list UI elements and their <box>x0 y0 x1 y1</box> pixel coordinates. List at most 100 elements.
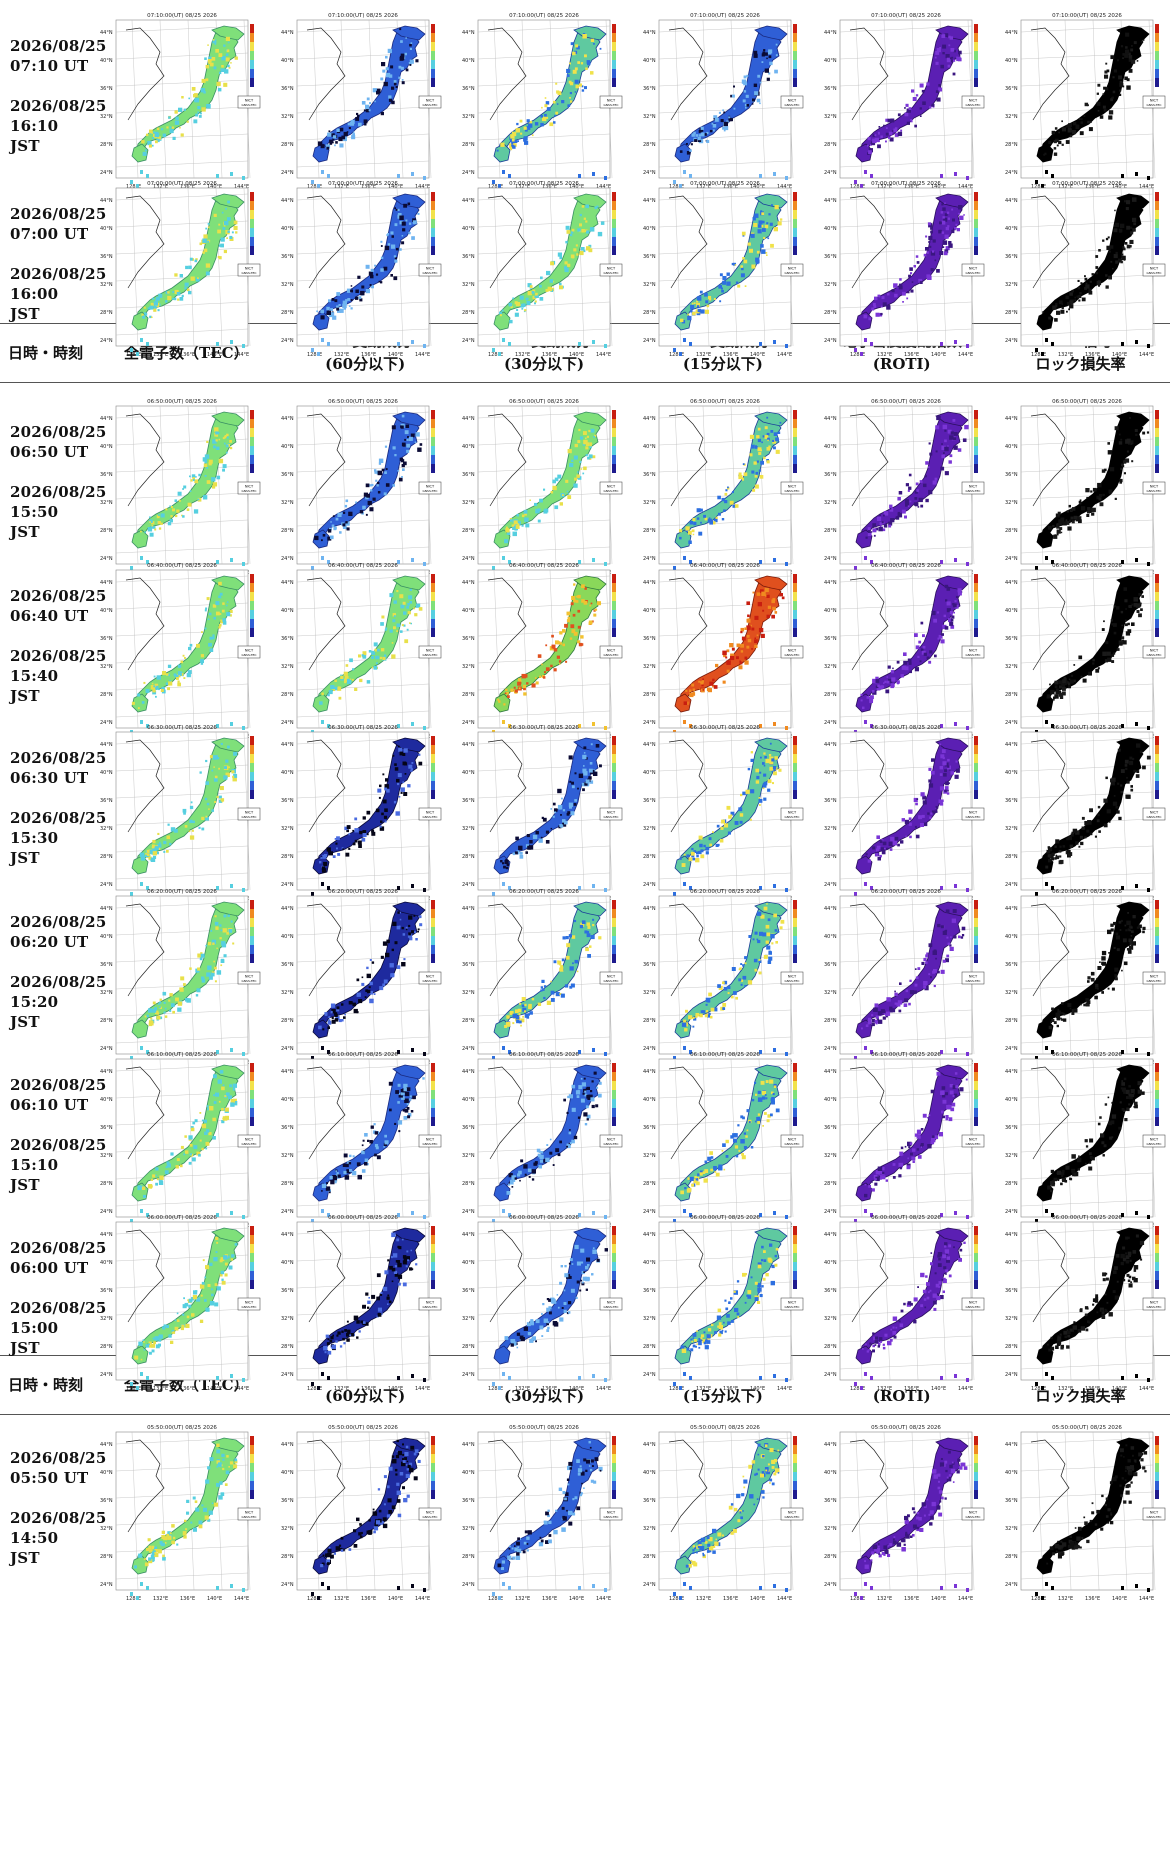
jst-time: 15:20 <box>10 993 59 1011</box>
map-timestamp: 06:50:00(UT) 08/25 2026 <box>328 399 398 405</box>
lat-label: 40°N <box>462 1470 475 1476</box>
header-line2: (ROTI) <box>872 355 931 373</box>
lat-label: 44°N <box>643 1442 656 1448</box>
lat-label: 24°N <box>824 1209 837 1215</box>
lon-label: 140°E <box>388 1386 403 1392</box>
lon-label: 144°E <box>234 1386 249 1392</box>
lat-label: 32°N <box>824 1153 837 1159</box>
lat-label: 32°N <box>100 114 113 120</box>
svg-text:NICT: NICT <box>426 99 435 103</box>
lat-label: 32°N <box>462 1316 475 1322</box>
timestep-row: 2026/08/25 07:10 UT 2026/08/25 16:10 JST 07:1… <box>0 8 1170 198</box>
svg-text:NICT: NICT <box>1150 485 1159 489</box>
japan-landmass <box>487 575 607 738</box>
jst-zone: JST <box>10 1339 40 1357</box>
svg-text:GNSS-TEC: GNSS-TEC <box>603 103 618 107</box>
colorbar <box>793 736 797 799</box>
map-timestamp: 06:20:00(UT) 08/25 2026 <box>509 889 579 895</box>
gnss-map: 05:50:00(UT) 08/25 2026 44°N 40°N 36°N 32°N 2… <box>281 1425 442 1602</box>
lat-label: 40°N <box>643 58 656 64</box>
lat-label: 40°N <box>100 58 113 64</box>
lon-label: 144°E <box>777 1596 792 1602</box>
map-panel: 07:00:00(UT) 08/25 2026 44°N 40°N 36°N 32°N 2… <box>98 176 276 364</box>
colorbar <box>793 1063 797 1126</box>
lat-label: 44°N <box>1005 198 1018 204</box>
lat-label: 40°N <box>281 1470 294 1476</box>
japan-landmass <box>306 25 426 188</box>
map-panel: 06:10:00(UT) 08/25 2026 44°N 40°N 36°N 32°N 2… <box>1003 1047 1170 1235</box>
lat-label: 36°N <box>281 1125 294 1131</box>
colorbar <box>612 192 616 255</box>
japan-landmass <box>487 901 607 1064</box>
lat-label: 40°N <box>281 1260 294 1266</box>
lat-label: 32°N <box>824 282 837 288</box>
svg-text:GNSS-TEC: GNSS-TEC <box>784 271 799 275</box>
colorbar <box>250 24 254 87</box>
japan-landmass <box>668 1227 788 1390</box>
svg-text:NICT: NICT <box>245 267 254 271</box>
map-timestamp: 07:10:00(UT) 08/25 2026 <box>328 13 398 19</box>
lon-label: 136°E <box>180 352 195 358</box>
map-timestamp: 07:10:00(UT) 08/25 2026 <box>871 13 941 19</box>
svg-text:GNSS-TEC: GNSS-TEC <box>784 103 799 107</box>
colorbar <box>793 900 797 963</box>
lon-label: 136°E <box>180 1596 195 1602</box>
japan-landmass <box>125 193 245 356</box>
lat-label: 28°N <box>462 1181 475 1187</box>
japan-landmass <box>1030 1437 1150 1600</box>
map-panel: 06:20:00(UT) 08/25 2026 44°N 40°N 36°N 32°N 2… <box>279 884 457 1072</box>
lon-label: 128°E <box>850 184 865 190</box>
jst-time: 15:50 <box>10 503 59 521</box>
lat-label: 40°N <box>281 1097 294 1103</box>
gnss-map: 05:50:00(UT) 08/25 2026 44°N 40°N 36°N 32°N 2… <box>824 1425 985 1602</box>
lon-label: 144°E <box>1139 1596 1154 1602</box>
lat-label: 32°N <box>1005 114 1018 120</box>
lat-label: 44°N <box>100 416 113 422</box>
map-panel: 06:30:00(UT) 08/25 2026 44°N 40°N 36°N 32°N 2… <box>641 720 819 908</box>
map-timestamp: 06:20:00(UT) 08/25 2026 <box>328 889 398 895</box>
lon-label: 136°E <box>723 1596 738 1602</box>
lat-label: 40°N <box>824 608 837 614</box>
lat-label: 28°N <box>462 1554 475 1560</box>
header-line2: (60分以下) <box>325 355 406 373</box>
lat-label: 40°N <box>1005 1097 1018 1103</box>
map-panel: 07:10:00(UT) 08/25 2026 44°N 40°N 36°N 32°N 2… <box>460 8 638 196</box>
ut-date: 2026/08/25 <box>10 205 107 223</box>
lat-label: 36°N <box>1005 636 1018 642</box>
jst-date: 2026/08/25 <box>10 809 107 827</box>
lat-label: 40°N <box>462 1097 475 1103</box>
gnss-map: 06:40:00(UT) 08/25 2026 44°N 40°N 36°N 32°N 2… <box>100 563 261 740</box>
lat-label: 36°N <box>281 962 294 968</box>
lon-label: 140°E <box>750 1386 765 1392</box>
lon-label: 132°E <box>153 1386 168 1392</box>
lat-label: 44°N <box>100 1069 113 1075</box>
lat-label: 36°N <box>643 1125 656 1131</box>
map-panel: 06:20:00(UT) 08/25 2026 44°N 40°N 36°N 32°N 2… <box>822 884 1000 1072</box>
lon-label: 128°E <box>488 1386 503 1392</box>
japan-landmass <box>668 1064 788 1227</box>
lat-label: 28°N <box>281 528 294 534</box>
lat-label: 24°N <box>462 882 475 888</box>
map-panel: 06:00:00(UT) 08/25 2026 44°N 40°N 36°N 32°N 2… <box>641 1210 819 1398</box>
ut-time: 06:10 UT <box>10 1096 89 1114</box>
lat-label: 24°N <box>643 882 656 888</box>
lon-label: 144°E <box>415 1386 430 1392</box>
svg-text:GNSS-TEC: GNSS-TEC <box>603 815 618 819</box>
lat-label: 24°N <box>100 1372 113 1378</box>
jst-date: 2026/08/25 <box>10 265 107 283</box>
japan-landmass <box>849 25 969 188</box>
lat-label: 44°N <box>462 1069 475 1075</box>
lon-label: 136°E <box>361 1596 376 1602</box>
gnss-map: 06:10:00(UT) 08/25 2026 44°N 40°N 36°N 32°N 2… <box>1005 1052 1166 1229</box>
map-timestamp: 05:50:00(UT) 08/25 2026 <box>1052 1425 1122 1431</box>
lon-label: 132°E <box>153 184 168 190</box>
